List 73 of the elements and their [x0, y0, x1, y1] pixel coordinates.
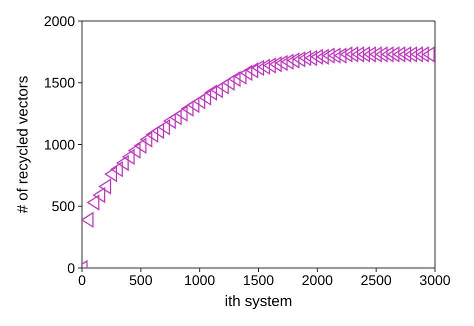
point — [410, 46, 423, 62]
point — [275, 55, 288, 71]
point — [193, 94, 206, 109]
x-axis-title: ith system — [224, 293, 292, 310]
x-tick-label: 1000 — [184, 272, 216, 288]
point — [158, 120, 170, 135]
point — [370, 46, 382, 62]
point — [170, 110, 182, 125]
point — [310, 49, 323, 64]
point — [375, 46, 388, 62]
y-tick-label: 1000 — [44, 136, 76, 152]
point — [381, 46, 394, 62]
point — [358, 46, 370, 62]
y-tick-label: 2000 — [44, 12, 76, 29]
point — [328, 48, 341, 64]
point — [175, 106, 188, 122]
point — [181, 101, 194, 116]
point — [270, 56, 282, 72]
point — [198, 90, 212, 106]
point — [87, 194, 100, 210]
point — [393, 46, 406, 62]
point — [293, 52, 306, 67]
point — [228, 71, 241, 87]
point — [210, 82, 223, 98]
point — [98, 178, 112, 194]
point — [82, 212, 94, 228]
point — [346, 46, 358, 62]
point — [422, 46, 435, 62]
point — [340, 46, 352, 62]
point — [187, 97, 200, 113]
point — [146, 127, 158, 142]
point — [110, 162, 123, 177]
point — [258, 59, 270, 74]
point — [398, 46, 412, 62]
point — [404, 46, 418, 62]
y-tick-label: 500 — [52, 198, 76, 214]
point — [164, 113, 176, 129]
y-tick-label: 0 — [67, 260, 76, 276]
point — [281, 54, 294, 70]
point — [216, 78, 229, 94]
x-tick-label: 2000 — [302, 272, 334, 288]
point — [140, 132, 152, 148]
point — [93, 188, 106, 203]
point — [152, 123, 164, 139]
point — [416, 46, 429, 62]
point — [128, 143, 141, 158]
point — [334, 48, 346, 64]
y-axis-title: # of recycled vectors — [14, 76, 32, 214]
point — [264, 58, 276, 74]
point — [234, 68, 246, 84]
point — [364, 46, 376, 62]
point — [298, 50, 312, 66]
x-tick-label: 500 — [129, 272, 153, 288]
x-tick-label: 3000 — [419, 272, 451, 288]
x-tick-label: 2500 — [360, 272, 392, 288]
point — [204, 85, 218, 100]
point — [387, 46, 400, 62]
point — [246, 62, 258, 78]
point — [116, 155, 129, 171]
point — [316, 49, 329, 64]
point — [352, 46, 364, 62]
point — [134, 138, 146, 154]
x-tick-label: 0 — [78, 272, 86, 288]
point — [240, 65, 252, 80]
point — [104, 166, 118, 182]
x-tick-label: 1500 — [242, 272, 274, 288]
point — [122, 149, 135, 164]
y-tick-label: 1500 — [44, 74, 76, 91]
point — [252, 60, 264, 76]
point — [222, 75, 235, 90]
point — [304, 50, 318, 66]
point — [322, 48, 335, 64]
point — [287, 52, 300, 68]
